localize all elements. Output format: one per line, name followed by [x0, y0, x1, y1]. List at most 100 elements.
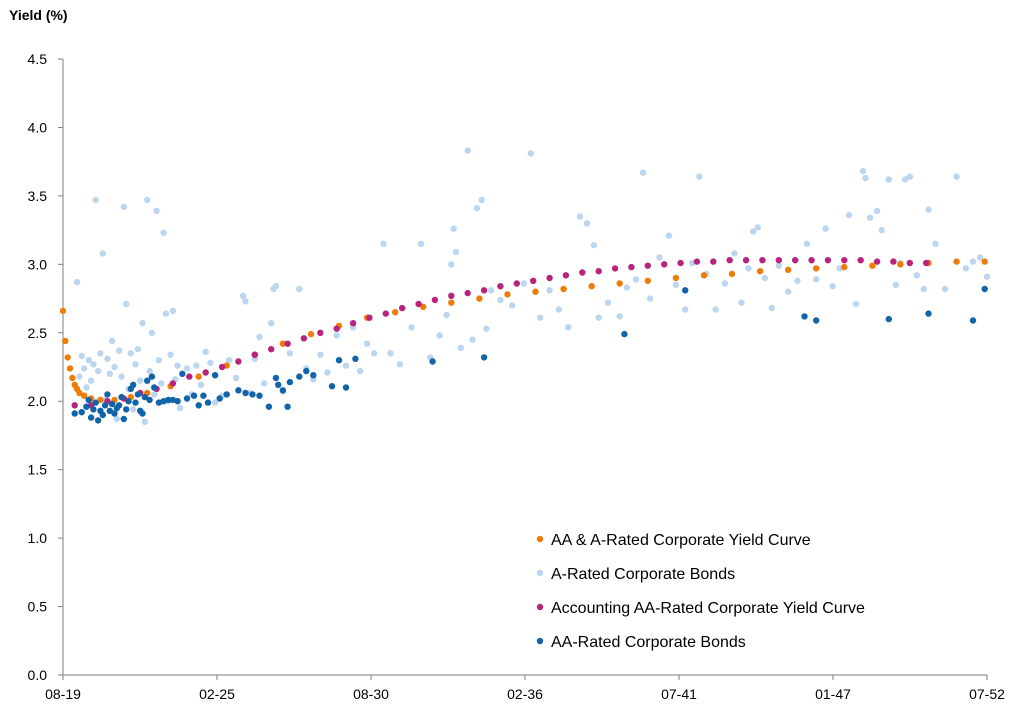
data-point	[981, 258, 988, 265]
data-point	[85, 396, 92, 404]
data-point	[420, 303, 427, 310]
data-point	[125, 398, 132, 405]
data-point	[644, 277, 651, 284]
data-point	[186, 373, 193, 380]
data-point	[370, 350, 378, 357]
data-point	[153, 207, 160, 215]
data-point	[721, 280, 729, 287]
data-point	[202, 369, 209, 376]
data-point	[76, 389, 83, 397]
data-point	[696, 173, 703, 180]
data-point	[307, 330, 315, 338]
data-point	[628, 263, 635, 271]
data-point	[759, 257, 766, 264]
x-tick-label: 01-47	[815, 686, 851, 702]
data-point	[284, 403, 291, 410]
data-point	[623, 284, 630, 291]
data-point	[83, 384, 90, 391]
data-point	[745, 265, 752, 272]
data-point	[794, 277, 801, 284]
data-point	[211, 372, 219, 379]
data-point	[380, 240, 387, 247]
data-point	[646, 295, 654, 302]
data-point	[151, 384, 158, 391]
data-point	[616, 280, 623, 287]
data-point	[211, 399, 219, 406]
data-point	[443, 311, 450, 319]
data-point	[202, 348, 209, 356]
data-point	[513, 280, 520, 287]
x-tick-label: 08-30	[353, 686, 389, 702]
data-point	[932, 240, 939, 247]
data-point	[731, 250, 738, 257]
data-point	[134, 391, 142, 398]
data-point	[632, 276, 640, 283]
data-point	[94, 367, 102, 375]
data-point	[656, 254, 663, 261]
data-point	[64, 354, 71, 361]
data-point	[595, 268, 602, 275]
data-point	[286, 350, 294, 357]
data-point	[464, 147, 471, 154]
x-tick-label: 07-41	[661, 686, 697, 702]
data-point	[700, 272, 708, 279]
data-point	[892, 281, 899, 289]
data-point	[822, 225, 829, 232]
y-tick-label: 2.0	[28, 393, 48, 409]
legend-label: AA & A-Rated Corporate Yield Curve	[551, 532, 811, 549]
data-point	[151, 391, 158, 398]
data-point	[497, 296, 504, 304]
data-point	[134, 346, 142, 353]
legend-marker	[536, 535, 544, 543]
data-point	[953, 173, 960, 180]
data-point	[106, 407, 114, 414]
data-point	[785, 288, 792, 295]
data-point	[303, 367, 310, 375]
data-point	[193, 362, 200, 369]
data-point	[382, 310, 389, 317]
data-point	[335, 357, 343, 364]
data-point	[120, 203, 128, 210]
data-point	[565, 324, 572, 331]
data-point	[712, 306, 719, 313]
data-point	[62, 337, 69, 345]
data-point	[878, 226, 885, 234]
data-point	[71, 402, 78, 409]
data-point	[672, 281, 680, 289]
data-point	[396, 361, 404, 368]
data-point	[139, 410, 146, 417]
data-point	[504, 291, 511, 298]
data-point	[457, 344, 464, 351]
data-point	[813, 265, 820, 272]
data-point	[862, 174, 869, 182]
data-point	[672, 274, 680, 282]
data-point	[268, 346, 275, 353]
data-point	[520, 280, 527, 287]
data-point	[873, 207, 881, 215]
data-point	[728, 270, 736, 278]
data-point	[983, 273, 991, 280]
data-point	[104, 355, 111, 362]
data-point	[366, 314, 373, 321]
data-point	[99, 411, 107, 419]
data-point	[754, 224, 761, 231]
data-point	[108, 400, 116, 408]
data-point	[726, 257, 733, 264]
data-point	[352, 355, 359, 362]
data-point	[349, 320, 357, 327]
data-point	[78, 409, 85, 416]
data-point	[450, 225, 457, 232]
data-point	[363, 340, 371, 347]
data-point	[99, 250, 107, 257]
data-point	[130, 406, 137, 413]
data-point	[115, 347, 123, 354]
data-point	[144, 377, 151, 384]
y-tick-label: 4.5	[28, 51, 48, 67]
data-point	[87, 377, 95, 384]
data-point	[749, 228, 757, 235]
y-tick-label: 3.0	[28, 256, 48, 272]
data-point	[923, 259, 930, 267]
x-axis-ticks: 08-19 02-25 08-30 02-36 07-41 01-47 07-52	[45, 675, 1005, 702]
data-point	[962, 265, 970, 272]
